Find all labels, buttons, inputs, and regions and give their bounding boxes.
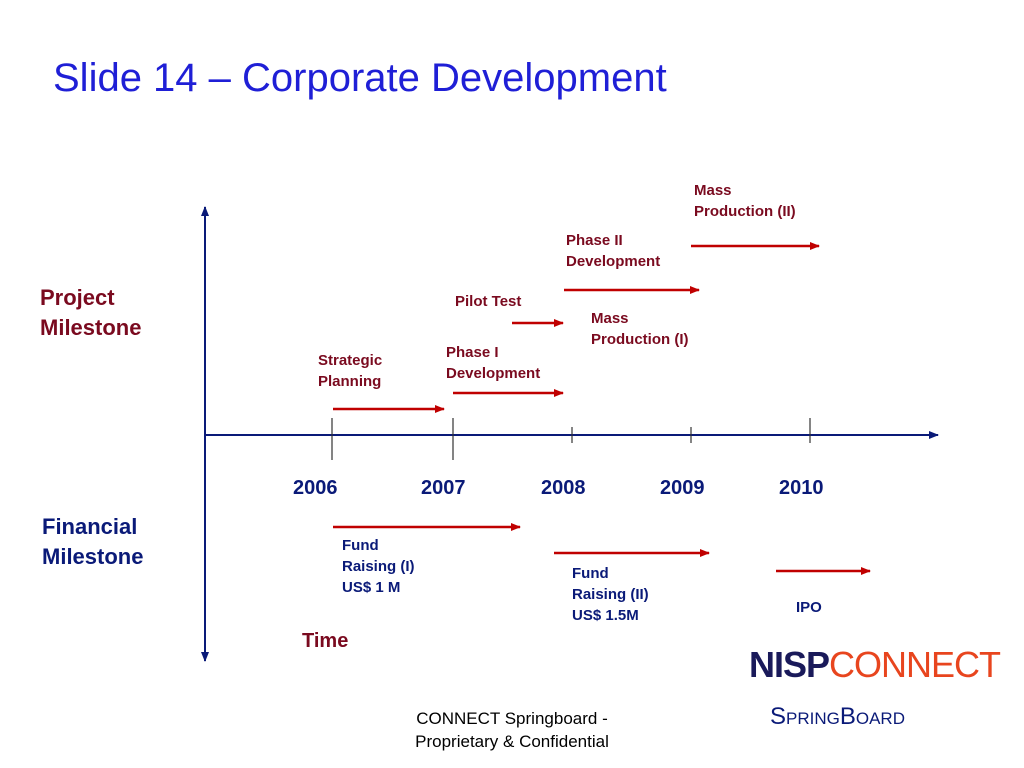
year-2007: 2007 — [421, 477, 466, 499]
springboard-pring: PRING — [786, 709, 840, 728]
slide-title: Slide 14 – Corporate Development — [53, 56, 667, 100]
milestone-strategic-planning: Strategic Planning — [318, 352, 383, 390]
year-2010: 2010 — [779, 477, 824, 499]
year-2006: 2006 — [293, 477, 338, 499]
financial-ipo: IPO — [796, 599, 822, 616]
milestone-phase-i-development: Phase I Development — [446, 344, 541, 382]
time-axis-label: Time — [302, 630, 349, 652]
footer-line-2: Proprietary & Confidential — [415, 732, 609, 751]
logo-connect-text: CONNECT — [829, 644, 1001, 685]
nisp-connect-logo: NISPCONNECT — [749, 644, 1001, 685]
milestone-mass-production-i: Mass Production (I) — [591, 310, 689, 348]
logo-nisp-text: NISP — [749, 644, 830, 685]
financial-milestone-label: Financial Milestone — [42, 514, 144, 569]
year-2008: 2008 — [541, 477, 586, 499]
year-2009: 2009 — [660, 477, 705, 499]
footer-line-1: CONNECT Springboard - — [416, 709, 608, 728]
project-milestone-label: Project Milestone — [40, 285, 142, 340]
springboard-s: S — [770, 703, 787, 730]
milestone-pilot-test: Pilot Test — [455, 293, 522, 310]
springboard-oard: OARD — [855, 709, 905, 728]
springboard-wordmark: SPRINGBOARD — [770, 703, 905, 731]
springboard-b: B — [839, 703, 856, 730]
financial-fund-raising-i: Fund Raising (I) US$ 1 M — [342, 537, 415, 596]
financial-fund-raising-ii: Fund Raising (II) US$ 1.5M — [572, 565, 649, 624]
milestone-phase-ii-development: Phase II Development — [566, 232, 661, 270]
milestone-mass-production-ii: Mass Production (II) — [694, 182, 796, 220]
footer: CONNECT Springboard - Proprietary & Conf… — [382, 707, 642, 753]
